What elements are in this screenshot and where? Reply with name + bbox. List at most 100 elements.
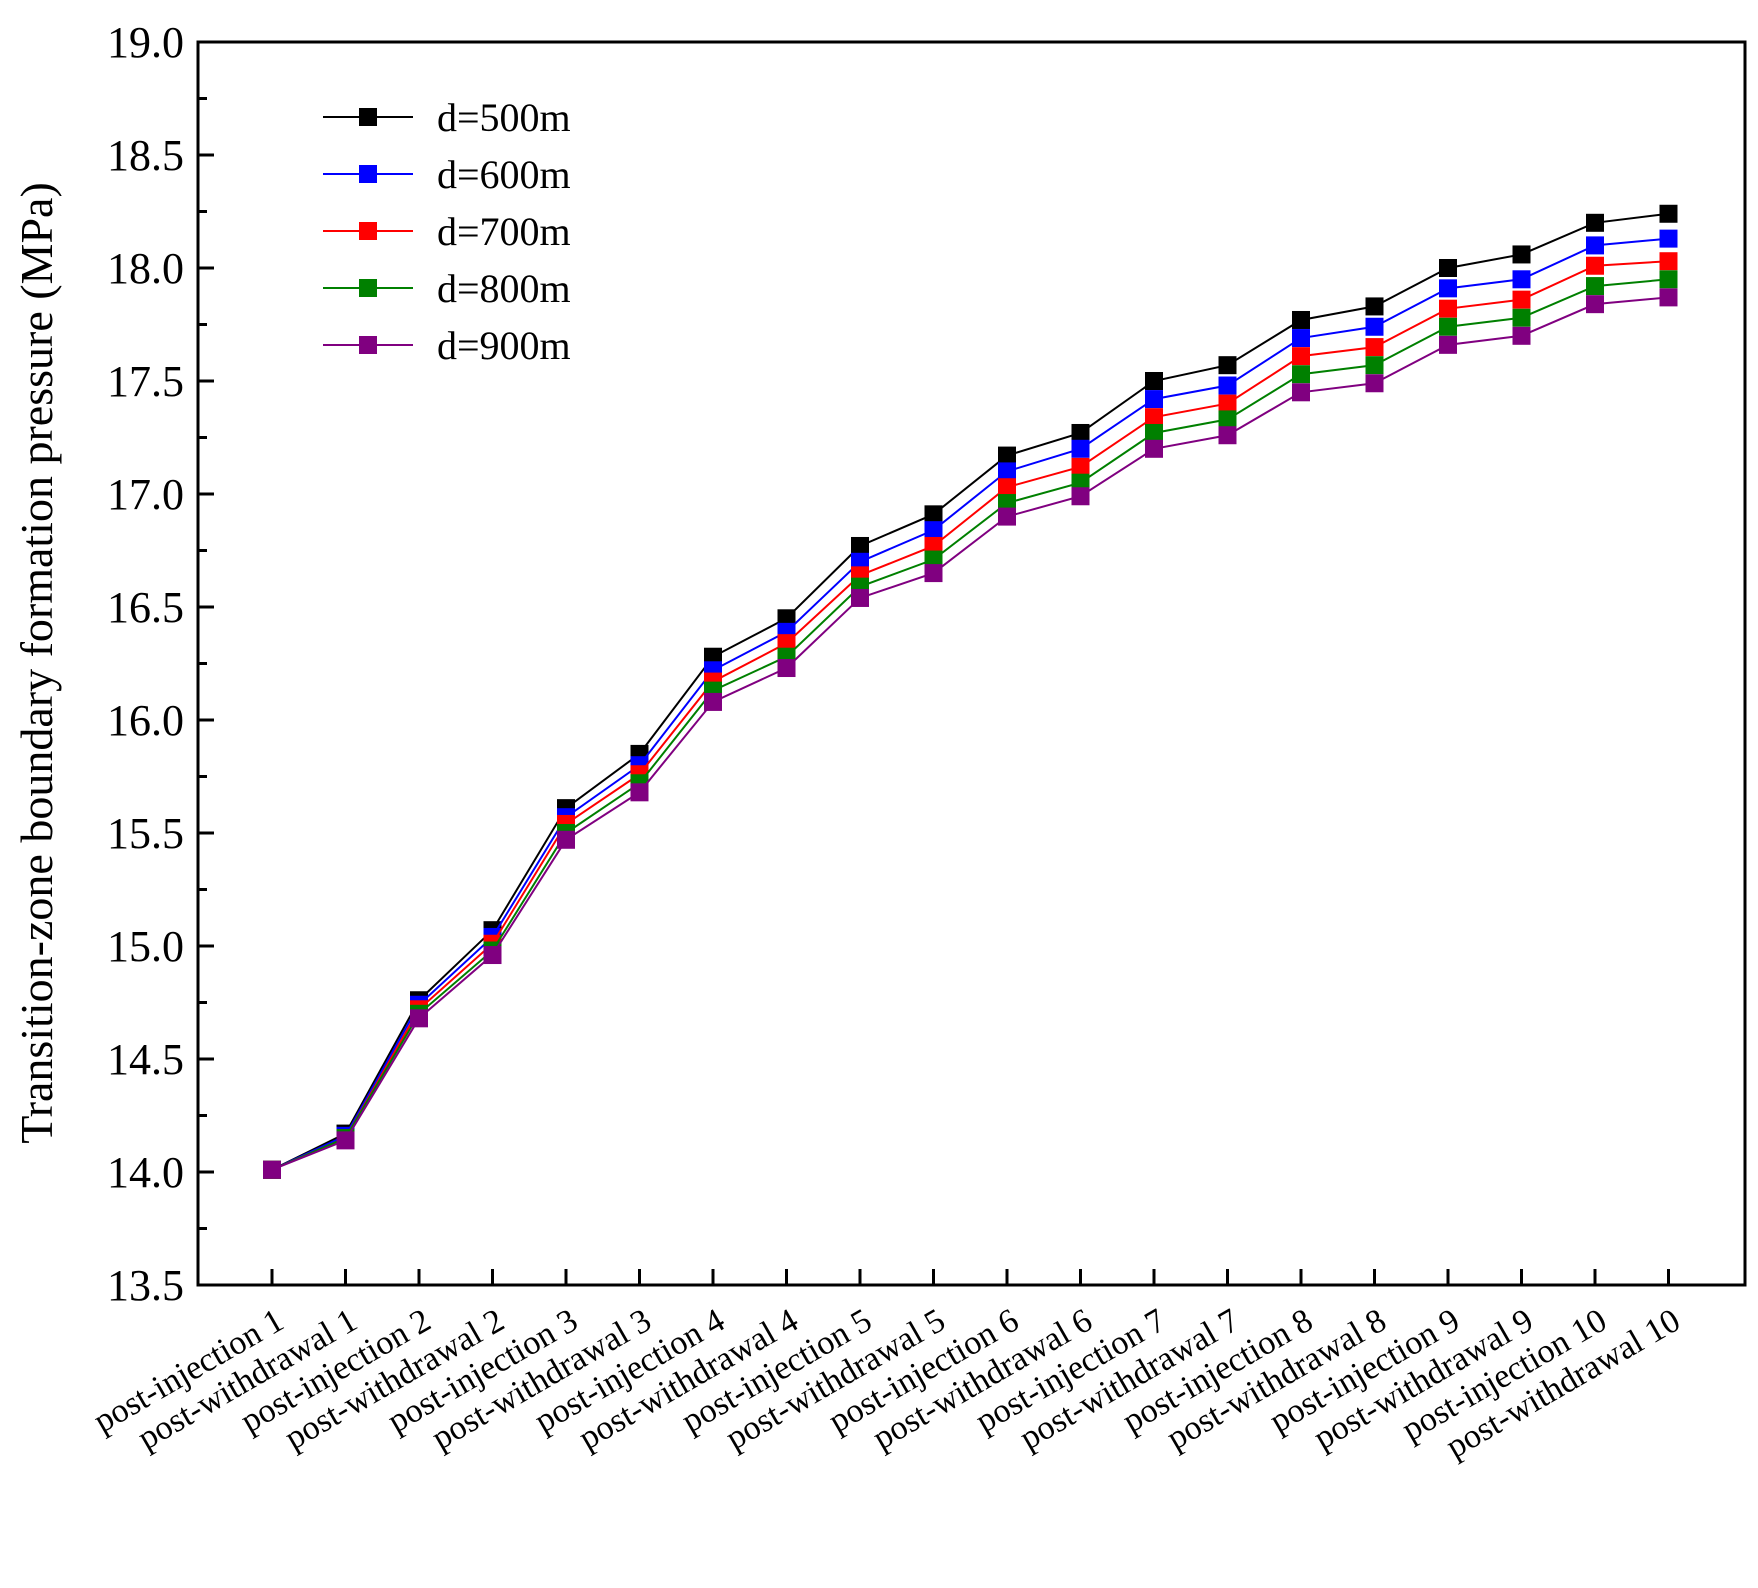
data-point xyxy=(1292,347,1310,365)
series-d=600m xyxy=(263,230,1678,1179)
data-point xyxy=(1292,311,1310,329)
data-point xyxy=(1439,259,1457,277)
data-point xyxy=(998,447,1016,465)
data-point xyxy=(631,783,649,801)
data-point xyxy=(1219,395,1237,413)
y-tick-label: 16.5 xyxy=(107,583,184,632)
data-point xyxy=(337,1131,355,1149)
data-point xyxy=(1660,270,1678,288)
data-point xyxy=(1439,336,1457,354)
data-point xyxy=(925,521,943,539)
data-point xyxy=(1513,270,1531,288)
data-point xyxy=(1439,279,1457,297)
y-tick-label: 16.0 xyxy=(107,696,184,745)
data-point xyxy=(1072,487,1090,505)
data-point xyxy=(998,508,1016,526)
data-point xyxy=(851,589,869,607)
y-tick-label: 19.0 xyxy=(107,18,184,67)
y-tick-label: 14.0 xyxy=(107,1148,184,1197)
y-tick-label: 13.5 xyxy=(107,1261,184,1310)
data-point xyxy=(1586,295,1604,313)
data-point xyxy=(484,946,502,964)
series-line xyxy=(272,279,1669,1169)
data-point xyxy=(1660,288,1678,306)
legend-label: d=900m xyxy=(437,323,571,368)
data-point xyxy=(1660,205,1678,223)
data-point xyxy=(704,693,722,711)
legend-marker xyxy=(359,279,377,297)
legend-item: d=900m xyxy=(323,323,571,368)
data-point xyxy=(851,537,869,555)
data-point xyxy=(1586,257,1604,275)
data-point xyxy=(1586,236,1604,254)
data-point xyxy=(1513,309,1531,327)
data-point xyxy=(1513,327,1531,345)
data-point xyxy=(1513,245,1531,263)
data-point xyxy=(925,564,943,582)
legend-item: d=700m xyxy=(323,209,571,254)
data-point xyxy=(1366,338,1384,356)
y-tick-label: 15.5 xyxy=(107,809,184,858)
data-point xyxy=(1586,214,1604,232)
data-point xyxy=(1366,356,1384,374)
legend-label: d=500m xyxy=(437,95,571,140)
data-point xyxy=(1292,329,1310,347)
y-tick-label: 18.0 xyxy=(107,244,184,293)
data-point xyxy=(925,505,943,523)
series-d=900m xyxy=(263,288,1678,1178)
chart-figure: 13.5 14.0 14.5 15.0 15.5 16.0 16.5 17.0 17.5 18.0… xyxy=(0,0,1758,1588)
data-point xyxy=(1366,374,1384,392)
legend-marker xyxy=(359,336,377,354)
data-point xyxy=(1660,230,1678,248)
data-point xyxy=(1145,440,1163,458)
data-point xyxy=(1292,383,1310,401)
y-tick-label: 18.5 xyxy=(107,131,184,180)
x-axis: post-injection 1post-withdrawal 1post-in… xyxy=(87,1269,1686,1466)
line-chart: 13.5 14.0 14.5 15.0 15.5 16.0 16.5 17.0 17.5 18.0… xyxy=(0,0,1758,1588)
legend-item: d=500m xyxy=(323,95,571,140)
data-point xyxy=(1145,372,1163,390)
series-line xyxy=(272,261,1669,1170)
legend-marker xyxy=(359,222,377,240)
y-tick-label: 15.0 xyxy=(107,922,184,971)
legend-marker xyxy=(359,165,377,183)
data-point xyxy=(1219,377,1237,395)
series-line xyxy=(272,239,1669,1170)
data-point xyxy=(778,659,796,677)
data-point xyxy=(410,1009,428,1027)
data-point xyxy=(1366,297,1384,315)
series-d=800m xyxy=(263,270,1678,1178)
data-point xyxy=(1513,291,1531,309)
data-point xyxy=(1145,408,1163,426)
y-axis-label: Transition-zone boundary formation press… xyxy=(11,182,62,1144)
y-tick-label: 17.0 xyxy=(107,470,184,519)
series-d=700m xyxy=(263,252,1678,1179)
data-point xyxy=(1586,277,1604,295)
data-point xyxy=(1072,458,1090,476)
data-point xyxy=(1219,356,1237,374)
data-point xyxy=(1219,410,1237,428)
legend-item: d=800m xyxy=(323,266,571,311)
data-point xyxy=(1072,440,1090,458)
data-point xyxy=(1072,424,1090,442)
data-point xyxy=(998,478,1016,496)
legend: d=500m d=600m d=700m d=800m d=900m xyxy=(323,95,571,368)
data-point xyxy=(998,462,1016,480)
data-point xyxy=(1439,318,1457,336)
data-point xyxy=(1145,424,1163,442)
data-point xyxy=(557,831,575,849)
data-point xyxy=(1660,252,1678,270)
plot-area-frame xyxy=(198,42,1745,1285)
legend-item: d=600m xyxy=(323,152,571,197)
data-point xyxy=(1366,318,1384,336)
data-point xyxy=(1292,365,1310,383)
data-point xyxy=(263,1161,281,1179)
y-tick-label: 17.5 xyxy=(107,357,184,406)
data-point xyxy=(1145,390,1163,408)
y-tick-label: 14.5 xyxy=(107,1035,184,1084)
legend-marker xyxy=(359,108,377,126)
legend-label: d=800m xyxy=(437,266,571,311)
data-point xyxy=(1219,426,1237,444)
data-point xyxy=(1439,300,1457,318)
legend-label: d=700m xyxy=(437,209,571,254)
